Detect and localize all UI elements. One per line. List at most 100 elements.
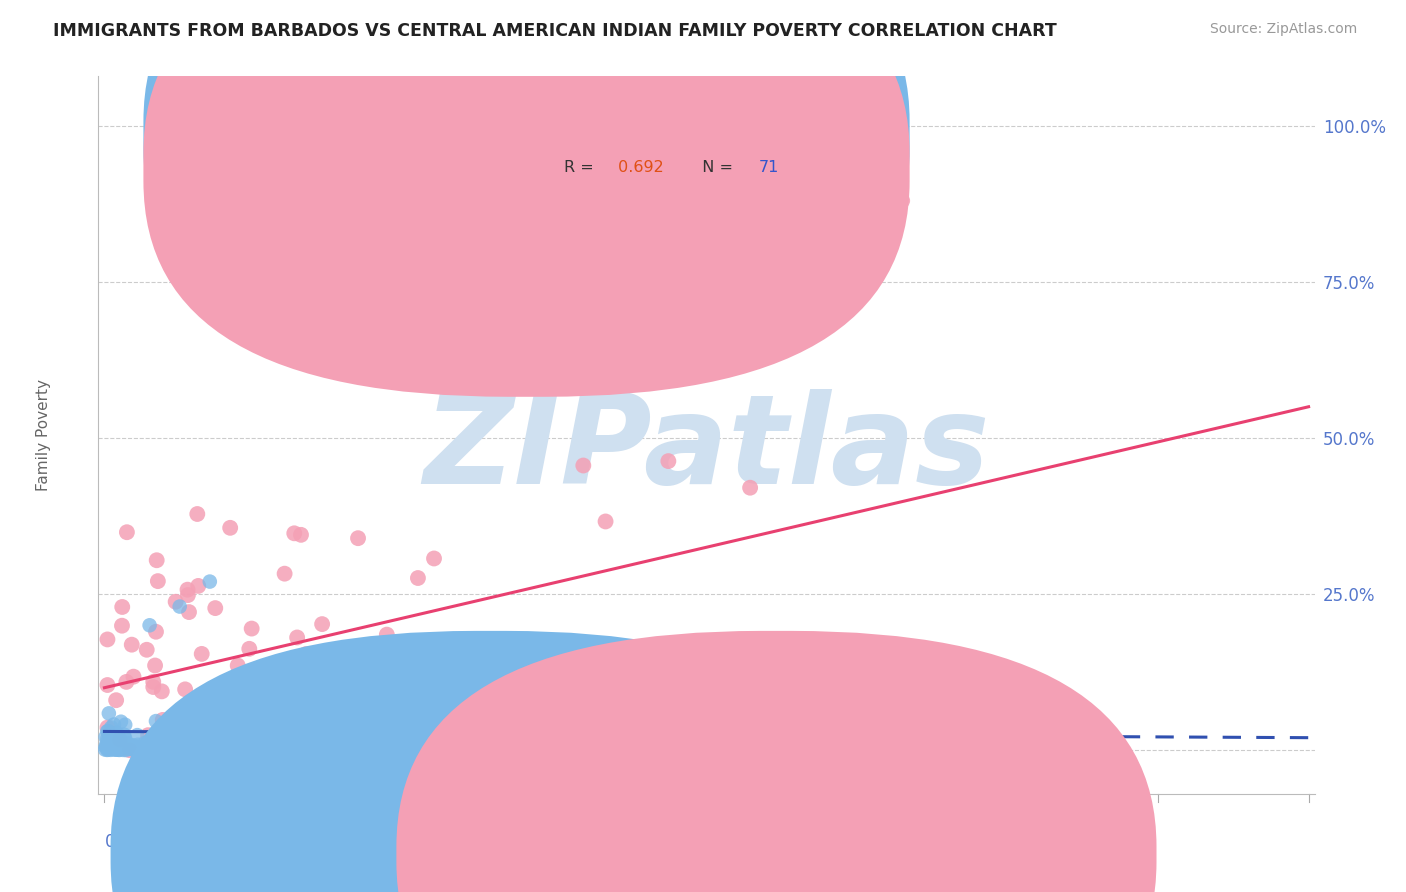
Point xyxy=(315,687,337,701)
Point xyxy=(103,738,125,752)
Point xyxy=(394,677,416,691)
Point xyxy=(112,728,135,742)
Point xyxy=(204,601,226,615)
FancyBboxPatch shape xyxy=(143,0,910,365)
Point xyxy=(124,740,146,755)
Text: Family Poverty: Family Poverty xyxy=(37,379,51,491)
Text: Immigrants from Barbados: Immigrants from Barbados xyxy=(515,847,730,862)
Point xyxy=(295,647,318,661)
Point xyxy=(108,740,131,755)
Point xyxy=(572,458,595,473)
Point xyxy=(145,624,167,639)
Point xyxy=(314,728,336,742)
Point xyxy=(111,740,134,755)
Point xyxy=(169,599,191,614)
Point xyxy=(94,739,117,754)
Point xyxy=(127,738,149,752)
Point xyxy=(259,699,281,714)
Point xyxy=(342,649,364,664)
Point xyxy=(165,595,187,609)
Point xyxy=(108,732,131,747)
Point xyxy=(135,741,157,756)
Point xyxy=(135,642,157,657)
Point xyxy=(118,737,141,751)
Point xyxy=(94,730,117,744)
Point xyxy=(152,738,174,752)
Point xyxy=(107,740,129,755)
Point xyxy=(122,739,145,753)
Point xyxy=(190,647,212,661)
Point xyxy=(110,736,132,750)
Point xyxy=(569,645,592,659)
Point xyxy=(406,571,429,585)
Point xyxy=(115,674,138,689)
Text: IMMIGRANTS FROM BARBADOS VS CENTRAL AMERICAN INDIAN FAMILY POVERTY CORRELATION C: IMMIGRANTS FROM BARBADOS VS CENTRAL AMER… xyxy=(53,22,1057,40)
Point xyxy=(118,743,141,757)
Point xyxy=(143,658,166,673)
Point xyxy=(96,632,118,647)
Point xyxy=(97,724,120,739)
Point xyxy=(285,631,308,645)
Point xyxy=(560,715,582,730)
FancyBboxPatch shape xyxy=(396,631,1157,892)
Point xyxy=(122,670,145,684)
Point xyxy=(297,721,319,735)
Point xyxy=(97,706,120,721)
Text: Central American Indians: Central American Indians xyxy=(800,847,1004,862)
Point xyxy=(105,726,128,740)
Point xyxy=(100,734,122,748)
Point xyxy=(198,691,221,706)
Point xyxy=(107,739,129,754)
Point xyxy=(112,731,135,745)
Point xyxy=(111,618,134,632)
Point xyxy=(150,742,173,756)
Point xyxy=(273,566,295,581)
Point xyxy=(273,662,295,676)
Text: 0.692: 0.692 xyxy=(613,160,664,175)
Point xyxy=(891,194,914,208)
Point xyxy=(104,739,127,754)
Point xyxy=(114,743,136,757)
Point xyxy=(107,737,129,751)
Point xyxy=(107,738,129,752)
Point xyxy=(97,742,120,756)
Point xyxy=(94,739,117,754)
Point xyxy=(174,682,197,697)
Point xyxy=(177,605,200,619)
Point xyxy=(112,741,135,756)
Point xyxy=(134,736,156,750)
Point xyxy=(100,721,122,735)
Point xyxy=(176,582,198,597)
Point xyxy=(138,743,160,757)
Text: ZIPatlas: ZIPatlas xyxy=(423,389,990,509)
Point xyxy=(114,718,136,732)
Point xyxy=(284,741,307,756)
Point xyxy=(111,599,134,614)
Point xyxy=(121,638,143,652)
Point xyxy=(114,731,136,746)
Text: 82: 82 xyxy=(759,128,779,143)
Point xyxy=(96,731,118,746)
Point xyxy=(122,742,145,756)
Point xyxy=(115,525,138,540)
Point xyxy=(117,740,139,755)
Point xyxy=(166,736,188,750)
Point xyxy=(124,742,146,756)
Point xyxy=(347,531,370,545)
Point xyxy=(321,654,343,668)
Point xyxy=(134,739,156,754)
Point xyxy=(152,713,174,727)
Point xyxy=(100,740,122,755)
Point xyxy=(118,742,141,756)
FancyBboxPatch shape xyxy=(111,631,870,892)
Point xyxy=(120,741,142,756)
Point xyxy=(186,507,208,521)
Point xyxy=(97,728,120,742)
Point xyxy=(163,733,186,747)
Text: N =: N = xyxy=(692,160,738,175)
Point xyxy=(125,740,148,755)
Point xyxy=(108,742,131,756)
Point xyxy=(96,724,118,739)
Text: 71: 71 xyxy=(759,160,779,175)
Text: -0.020: -0.020 xyxy=(613,128,664,143)
